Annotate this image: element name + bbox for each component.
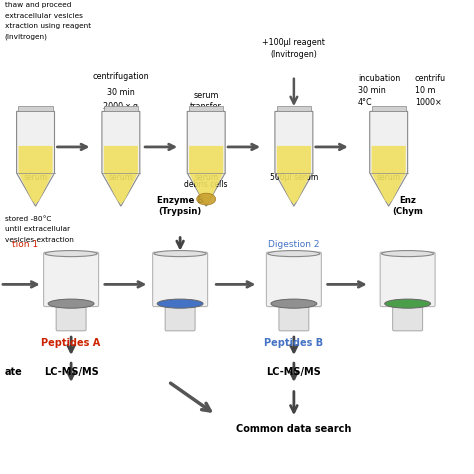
Polygon shape <box>372 146 406 204</box>
Text: Peptides B: Peptides B <box>264 338 323 348</box>
Text: tion 1: tion 1 <box>12 240 38 249</box>
FancyBboxPatch shape <box>392 305 423 331</box>
Bar <box>372 106 406 111</box>
Text: extracellular vesicles: extracellular vesicles <box>5 13 82 19</box>
Text: Digestion 2: Digestion 2 <box>268 240 319 249</box>
Text: xtraction using reagent: xtraction using reagent <box>5 23 91 29</box>
Polygon shape <box>18 146 53 204</box>
Text: LC-MS/MS: LC-MS/MS <box>44 367 99 377</box>
Text: (Invitrogen): (Invitrogen) <box>271 50 317 59</box>
Ellipse shape <box>271 299 317 308</box>
Text: +100µl reagent: +100µl reagent <box>263 38 325 47</box>
FancyBboxPatch shape <box>266 252 321 307</box>
Bar <box>104 106 138 111</box>
Polygon shape <box>275 111 313 206</box>
Text: centrifugation: centrifugation <box>92 72 149 81</box>
Text: thaw and proceed: thaw and proceed <box>5 2 71 9</box>
Text: incubation: incubation <box>358 74 400 83</box>
Text: vesicles extraction: vesicles extraction <box>5 237 73 243</box>
Text: (Invitrogen): (Invitrogen) <box>5 34 48 40</box>
Text: ate: ate <box>5 367 22 377</box>
Text: 10 m: 10 m <box>415 86 435 95</box>
Ellipse shape <box>268 251 320 256</box>
Polygon shape <box>277 146 311 204</box>
Text: serum: serum <box>109 173 133 182</box>
Bar <box>277 106 311 111</box>
Text: debris cells: debris cells <box>184 180 228 189</box>
Text: Enzyme B
(Trypsin): Enzyme B (Trypsin) <box>157 196 203 216</box>
Text: stored -80°C: stored -80°C <box>5 216 51 222</box>
Polygon shape <box>104 146 138 204</box>
FancyBboxPatch shape <box>56 305 86 331</box>
Text: until extracellular: until extracellular <box>5 226 70 232</box>
Text: serum: serum <box>377 173 401 182</box>
Ellipse shape <box>48 299 94 308</box>
Ellipse shape <box>154 251 206 256</box>
Text: 30 min: 30 min <box>358 86 386 95</box>
Bar <box>18 106 53 111</box>
Polygon shape <box>187 111 225 206</box>
Ellipse shape <box>197 193 216 205</box>
Text: Peptides A: Peptides A <box>41 338 100 348</box>
Text: transfer: transfer <box>190 102 222 111</box>
Text: Common data search: Common data search <box>236 424 352 434</box>
Polygon shape <box>189 146 223 204</box>
Text: serum: serum <box>24 173 47 182</box>
FancyBboxPatch shape <box>153 252 208 307</box>
Text: serum: serum <box>193 91 219 100</box>
Text: serum: serum <box>194 173 218 182</box>
Text: Enz
(Chym: Enz (Chym <box>392 196 423 216</box>
Text: 4°C: 4°C <box>358 98 373 107</box>
Text: centrifu: centrifu <box>415 74 446 83</box>
Ellipse shape <box>382 251 434 256</box>
Ellipse shape <box>385 299 430 308</box>
Polygon shape <box>370 111 408 206</box>
FancyBboxPatch shape <box>380 252 435 307</box>
Polygon shape <box>102 111 140 206</box>
Text: 1000×: 1000× <box>415 98 441 107</box>
FancyBboxPatch shape <box>279 305 309 331</box>
Ellipse shape <box>45 251 97 256</box>
Polygon shape <box>17 111 55 206</box>
FancyBboxPatch shape <box>165 305 195 331</box>
FancyBboxPatch shape <box>44 252 99 307</box>
Bar <box>189 106 223 111</box>
Text: 500µl serum: 500µl serum <box>270 173 318 182</box>
Text: 30 min: 30 min <box>107 88 135 97</box>
Ellipse shape <box>157 299 203 308</box>
Text: 2000 x g: 2000 x g <box>103 102 138 111</box>
Text: LC-MS/MS: LC-MS/MS <box>266 367 321 377</box>
